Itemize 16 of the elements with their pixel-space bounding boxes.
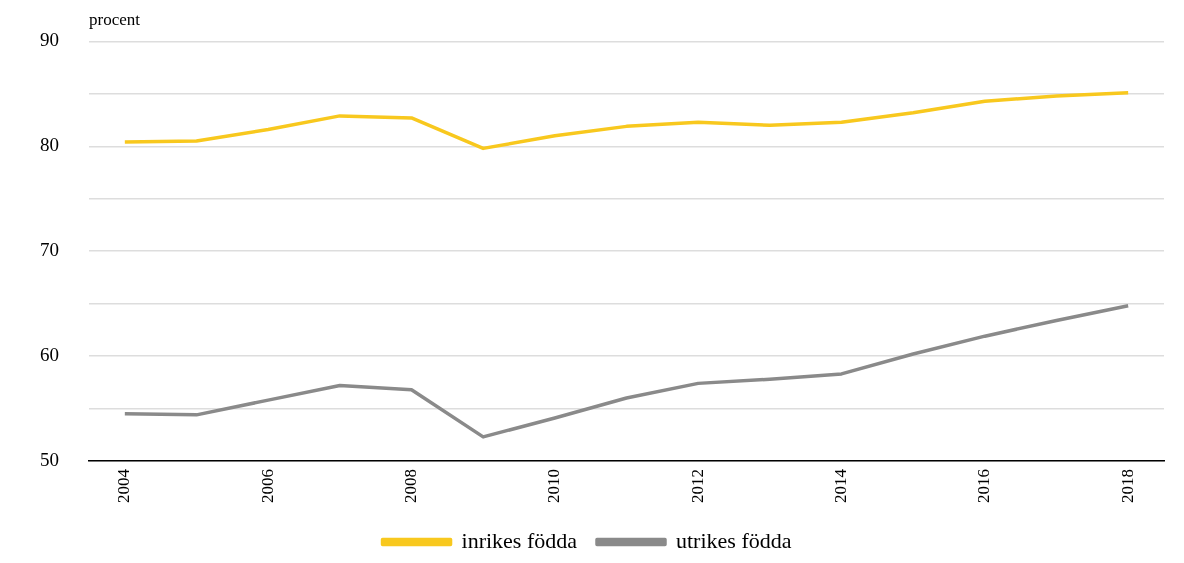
y-axis-title: procent xyxy=(89,10,141,30)
x-tick-label: 2008 xyxy=(400,469,420,503)
legend-label: utrikes födda xyxy=(676,527,792,553)
x-tick-label: 2018 xyxy=(1117,469,1137,503)
x-tick-label: 2012 xyxy=(687,469,707,503)
x-tick-label: 2010 xyxy=(544,469,564,503)
x-tick-label: 2006 xyxy=(257,469,277,503)
y-tick-label: 50 xyxy=(40,448,59,470)
legend-label: inrikes födda xyxy=(461,527,578,553)
x-tick-label: 2016 xyxy=(974,469,994,503)
x-tick-label: 2004 xyxy=(114,468,134,503)
y-tick-label: 70 xyxy=(40,239,59,261)
y-tick-label: 80 xyxy=(40,134,59,156)
y-tick-label: 60 xyxy=(40,344,59,366)
x-tick-label: 2014 xyxy=(830,468,850,503)
y-tick-label: 90 xyxy=(40,29,59,51)
